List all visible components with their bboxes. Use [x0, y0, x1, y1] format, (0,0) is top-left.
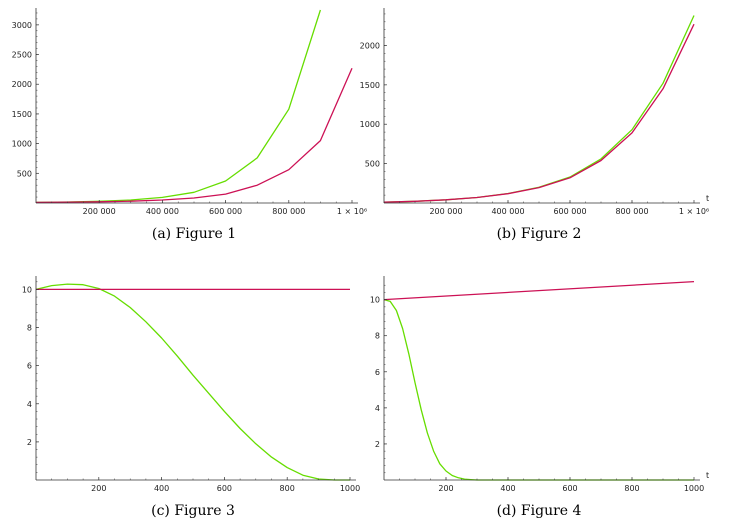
figure-caption: (d) Figure 4 — [497, 503, 582, 519]
x-axis-label: t — [706, 194, 709, 203]
y-tick-label: 6 — [375, 368, 380, 377]
y-tick-label: 6 — [27, 362, 32, 371]
y-tick-label: 2 — [27, 438, 32, 447]
y-tick-label: 10 — [370, 296, 380, 305]
y-tick-label: 1500 — [360, 81, 380, 90]
chart-panel-d: 200 400 600 800 1000 2 4 6 8 10 t (d) Figure 4 — [370, 276, 709, 519]
x-tick-label: 200 — [91, 484, 106, 493]
y-tick-label: 8 — [27, 324, 32, 333]
x-tick-label: 1 × 10⁶ — [679, 207, 709, 216]
series-line-1 — [35, 67, 353, 204]
chart-panel-a: 200 000 400 000 600 000 800 000 1 × 10⁶ 500 10… — [12, 8, 367, 242]
chart-panel-b: 200 000 400 000 600 000 800 000 1 × 10⁶ 500 10… — [360, 8, 709, 242]
series-line-0 — [35, 9, 322, 204]
chart-panel-c: 200 400 600 800 1000 2 4 6 8 10 (c) Figure 3 — [22, 276, 360, 519]
series-line-1 — [383, 23, 695, 203]
x-tick-label: 400 — [500, 484, 515, 493]
y-tick-label: 2 — [375, 440, 380, 449]
x-tick-label: 800 — [624, 484, 639, 493]
y-tick-label: 3000 — [12, 21, 32, 30]
x-tick-label: 800 000 — [615, 207, 648, 216]
x-tick-label: 600 — [217, 484, 232, 493]
x-tick-label: 800 — [280, 484, 295, 493]
x-axis-label: t — [706, 471, 709, 480]
y-tick-label: 1500 — [12, 110, 32, 119]
y-tick-label: 1000 — [12, 140, 32, 149]
x-tick-label: 800 000 — [272, 207, 305, 216]
x-tick-label: 1000 — [340, 484, 360, 493]
x-tick-label: 200 000 — [83, 207, 116, 216]
y-tick-label: 500 — [17, 169, 32, 178]
y-tick-label: 8 — [375, 332, 380, 341]
series-line-1 — [383, 280, 695, 301]
y-tick-label: 4 — [375, 404, 380, 413]
x-tick-label: 600 — [562, 484, 577, 493]
x-tick-label: 400 — [154, 484, 169, 493]
x-tick-label: 400 000 — [491, 207, 524, 216]
y-tick-label: 500 — [365, 160, 380, 169]
x-tick-label: 1 × 10⁶ — [337, 207, 367, 216]
y-tick-label: 2000 — [360, 41, 380, 50]
x-tick-label: 200 000 — [429, 207, 462, 216]
figure-caption: (b) Figure 2 — [497, 226, 582, 242]
figure-caption: (a) Figure 1 — [152, 226, 236, 242]
y-tick-label: 4 — [27, 400, 32, 409]
y-tick-label: 1000 — [360, 120, 380, 129]
y-tick-label: 2500 — [12, 51, 32, 60]
series-line-0 — [383, 298, 694, 481]
x-tick-label: 600 000 — [209, 207, 242, 216]
y-tick-label: 10 — [22, 285, 32, 294]
y-tick-label: 2000 — [12, 80, 32, 89]
series-line-0 — [35, 283, 350, 481]
x-tick-label: 200 — [438, 484, 453, 493]
x-tick-label: 400 000 — [146, 207, 179, 216]
series-line-0 — [383, 15, 695, 203]
x-tick-label: 600 000 — [553, 207, 586, 216]
x-tick-label: 1000 — [684, 484, 704, 493]
figure-caption: (c) Figure 3 — [151, 503, 235, 519]
